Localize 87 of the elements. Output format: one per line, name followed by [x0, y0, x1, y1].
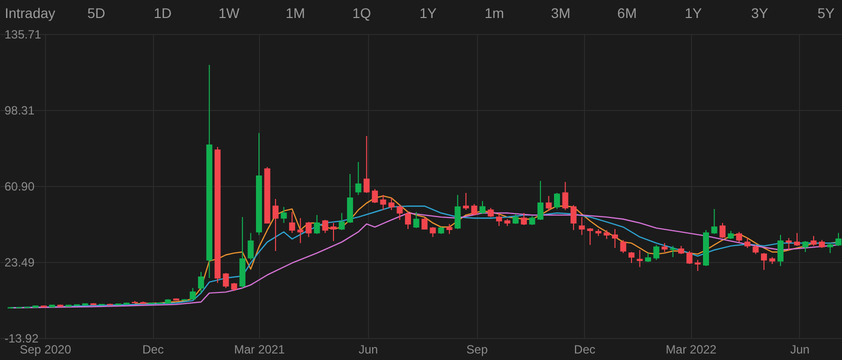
- candlestick: [653, 244, 660, 260]
- candlestick: [306, 221, 312, 238]
- candlestick: [587, 228, 594, 246]
- candlestick: [546, 195, 552, 212]
- candlestick: [570, 204, 577, 231]
- candlestick: [835, 232, 842, 246]
- candlestick: [380, 194, 386, 210]
- candlestick: [396, 204, 403, 220]
- text: 1m: [484, 5, 504, 21]
- text: 1W: [218, 5, 240, 21]
- text: 1Y: [684, 5, 703, 21]
- candlestick: [471, 204, 478, 216]
- y-tick-label: 135.71: [4, 28, 42, 42]
- candlestick: [388, 197, 394, 210]
- candlestick: [794, 232, 800, 246]
- candlestick: [554, 192, 560, 210]
- candlestick: [752, 244, 759, 255]
- candlestick: [198, 271, 204, 294]
- candlestick: [338, 212, 345, 231]
- candlestick: [488, 207, 494, 218]
- candlestick: [520, 212, 527, 226]
- candlestick: [720, 222, 726, 238]
- candlestick: [694, 259, 701, 272]
- y-tick-label: 23.49: [4, 255, 35, 270]
- candlestick: [628, 252, 634, 264]
- candlestick: [355, 162, 362, 196]
- candlestick: [404, 211, 411, 230]
- candlestick: [786, 238, 792, 250]
- candlestick: [578, 216, 585, 236]
- candlestick: [686, 250, 692, 265]
- candlestick: [711, 208, 718, 234]
- text: 1Q: [352, 5, 372, 21]
- x-tick-label: Sep: [466, 342, 488, 356]
- candlestick: [297, 218, 304, 244]
- candlestick: [222, 272, 229, 288]
- text: 3M: [550, 5, 570, 21]
- candlestick: [190, 287, 196, 300]
- candlestick: [744, 238, 750, 248]
- candlestick: [802, 240, 808, 253]
- x-tick-label: Jun: [790, 342, 810, 356]
- candlestick: [479, 200, 486, 215]
- candlestick: [562, 181, 568, 210]
- candlestick: [827, 242, 834, 254]
- candlestick: [372, 188, 378, 204]
- text: 1D: [154, 5, 172, 21]
- candlestick: [347, 174, 354, 224]
- text: 1M: [286, 5, 306, 21]
- candlestick: [413, 211, 420, 229]
- candlestick: [670, 245, 676, 258]
- candlestick: [364, 136, 370, 194]
- candlestick: [636, 249, 643, 268]
- text: 6M: [617, 5, 637, 21]
- candlestick: [248, 232, 254, 260]
- text: 5Y: [817, 5, 836, 21]
- candlestick: [462, 192, 469, 210]
- candlestick: [280, 206, 287, 224]
- candlestick: [620, 240, 626, 254]
- candlestick: [430, 226, 436, 238]
- y-tick-label: 98.31: [4, 103, 35, 118]
- candlestick: [422, 218, 428, 230]
- candlestick: [612, 228, 618, 248]
- x-tick-label: Mar 2021: [234, 342, 286, 356]
- x-tick-label: Dec: [142, 342, 164, 356]
- candlestick: [330, 222, 336, 242]
- x-tick-label: Sep 2020: [20, 342, 72, 356]
- candlestick: [537, 180, 544, 220]
- x-tick-label: Dec: [574, 342, 596, 356]
- candlestick: [446, 223, 452, 234]
- text: Intraday: [4, 5, 56, 21]
- candlestick: [272, 198, 279, 252]
- candlestick: [778, 234, 784, 267]
- candlestick: [454, 194, 461, 230]
- candlestick: [736, 231, 742, 243]
- candlestick: [810, 235, 817, 246]
- x-tick-label: Jun: [358, 342, 378, 356]
- candlestick: [512, 214, 519, 224]
- candlestick: [289, 211, 296, 234]
- y-tick-label: 60.90: [4, 179, 35, 194]
- text: 5D: [87, 5, 106, 21]
- text: 3Y: [751, 5, 769, 21]
- candlestick: [496, 212, 502, 227]
- x-tick-label: Mar 2022: [666, 342, 717, 356]
- candlestick: [314, 214, 320, 234]
- y-tick-label: -13.92: [4, 332, 39, 346]
- candlestick: [760, 252, 767, 270]
- candlestick: [322, 219, 328, 234]
- text: 1Y: [419, 5, 438, 21]
